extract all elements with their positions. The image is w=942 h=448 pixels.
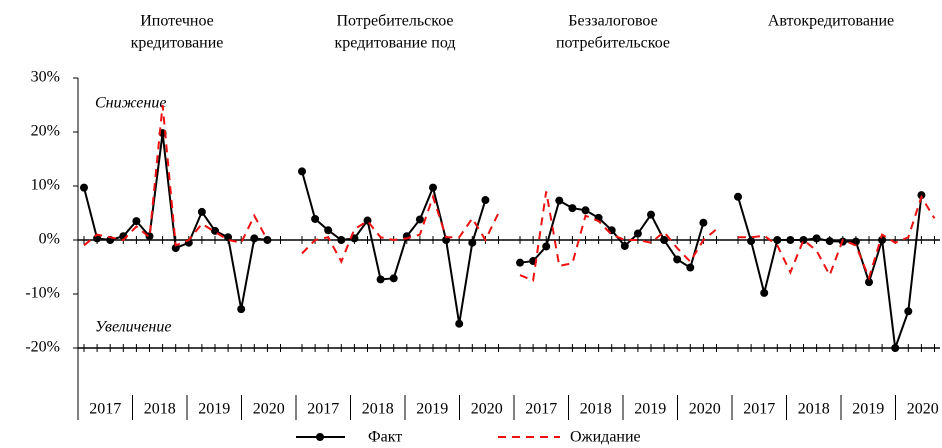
fact-point <box>773 236 782 244</box>
fact-point <box>760 288 769 297</box>
fact-point <box>171 244 180 253</box>
fact-point <box>825 237 834 246</box>
fact-point <box>468 238 477 247</box>
fact-point <box>132 217 141 226</box>
fact-point <box>581 206 590 215</box>
x-tick-label: 2018 <box>144 401 176 418</box>
fact-point <box>555 196 564 205</box>
fact-point <box>376 275 385 284</box>
fact-point <box>891 344 900 352</box>
fact-point <box>224 233 233 242</box>
panel-title: Потребительское <box>336 13 453 30</box>
fact-point <box>250 234 259 243</box>
fact-point <box>734 192 742 201</box>
fact-point <box>237 305 246 314</box>
fact-point <box>660 236 669 244</box>
fact-point <box>699 218 708 227</box>
fact-point <box>455 319 464 328</box>
fact-point <box>516 258 524 267</box>
fact-point <box>145 232 154 241</box>
expectation-line <box>83 104 269 247</box>
fact-line <box>301 171 487 324</box>
fact-point <box>747 237 756 246</box>
x-tick-label: 2019 <box>634 401 666 418</box>
y-tick-label: -20% <box>25 339 60 356</box>
x-tick-label: 2018 <box>362 401 394 418</box>
x-tick-label: 2020 <box>471 401 503 418</box>
expectation-line <box>738 194 936 281</box>
x-tick-label: 2019 <box>198 401 230 418</box>
legend-label: Факт <box>368 429 402 446</box>
fact-point <box>389 274 398 283</box>
expectation-line <box>301 193 500 264</box>
x-tick-label: 2018 <box>580 401 612 418</box>
fact-point <box>686 263 695 272</box>
fact-point <box>620 241 629 250</box>
panel-title: Автокредитование <box>768 13 894 30</box>
fact-point <box>799 236 808 244</box>
legend-label: Ожидание <box>570 429 641 446</box>
fact-point <box>481 196 490 205</box>
fact-point <box>197 207 206 216</box>
panel-title: кредитование <box>131 35 224 52</box>
legend-marker <box>316 433 324 441</box>
fact-point <box>904 307 913 316</box>
annotation: Увеличение <box>95 319 171 336</box>
x-tick-label: 2017 <box>525 401 557 418</box>
fact-point <box>80 183 88 192</box>
y-tick-label: 30% <box>31 69 60 86</box>
expectation-line <box>519 191 718 282</box>
x-tick-label: 2019 <box>416 401 448 418</box>
panel-title: кредитование под <box>334 35 455 52</box>
x-tick-label: 2018 <box>798 401 830 418</box>
fact-point <box>429 183 437 192</box>
y-tick-label: 20% <box>31 123 60 140</box>
fact-point <box>298 167 306 176</box>
fact-point <box>633 229 642 238</box>
fact-point <box>568 204 577 213</box>
fact-point <box>337 236 346 244</box>
fact-point <box>647 210 655 219</box>
fact-point <box>673 255 682 264</box>
fact-line <box>83 132 268 310</box>
panel-title: потребительское <box>556 35 670 52</box>
x-tick-label: 2020 <box>253 401 285 418</box>
y-tick-label: 0% <box>39 231 60 248</box>
x-tick-label: 2017 <box>307 401 339 418</box>
fact-point <box>415 215 424 224</box>
x-tick-label: 2017 <box>743 401 775 418</box>
fact-point <box>865 278 873 287</box>
y-tick-label: -10% <box>25 285 60 302</box>
x-tick-label: 2019 <box>852 401 884 418</box>
fact-point <box>324 226 333 235</box>
panel-title: Беззалоговое <box>568 13 657 30</box>
fact-point <box>812 234 821 243</box>
fact-point <box>786 236 795 244</box>
fact-point <box>542 242 551 251</box>
fact-line <box>737 195 923 349</box>
panel-title: Ипотечное <box>140 13 214 30</box>
x-tick-label: 2017 <box>89 401 121 418</box>
y-tick-label: 10% <box>31 177 60 194</box>
fact-point <box>311 214 320 223</box>
x-tick-label: 2020 <box>907 401 939 418</box>
x-tick-label: 2020 <box>689 401 721 418</box>
annotation: Снижение <box>95 95 166 112</box>
